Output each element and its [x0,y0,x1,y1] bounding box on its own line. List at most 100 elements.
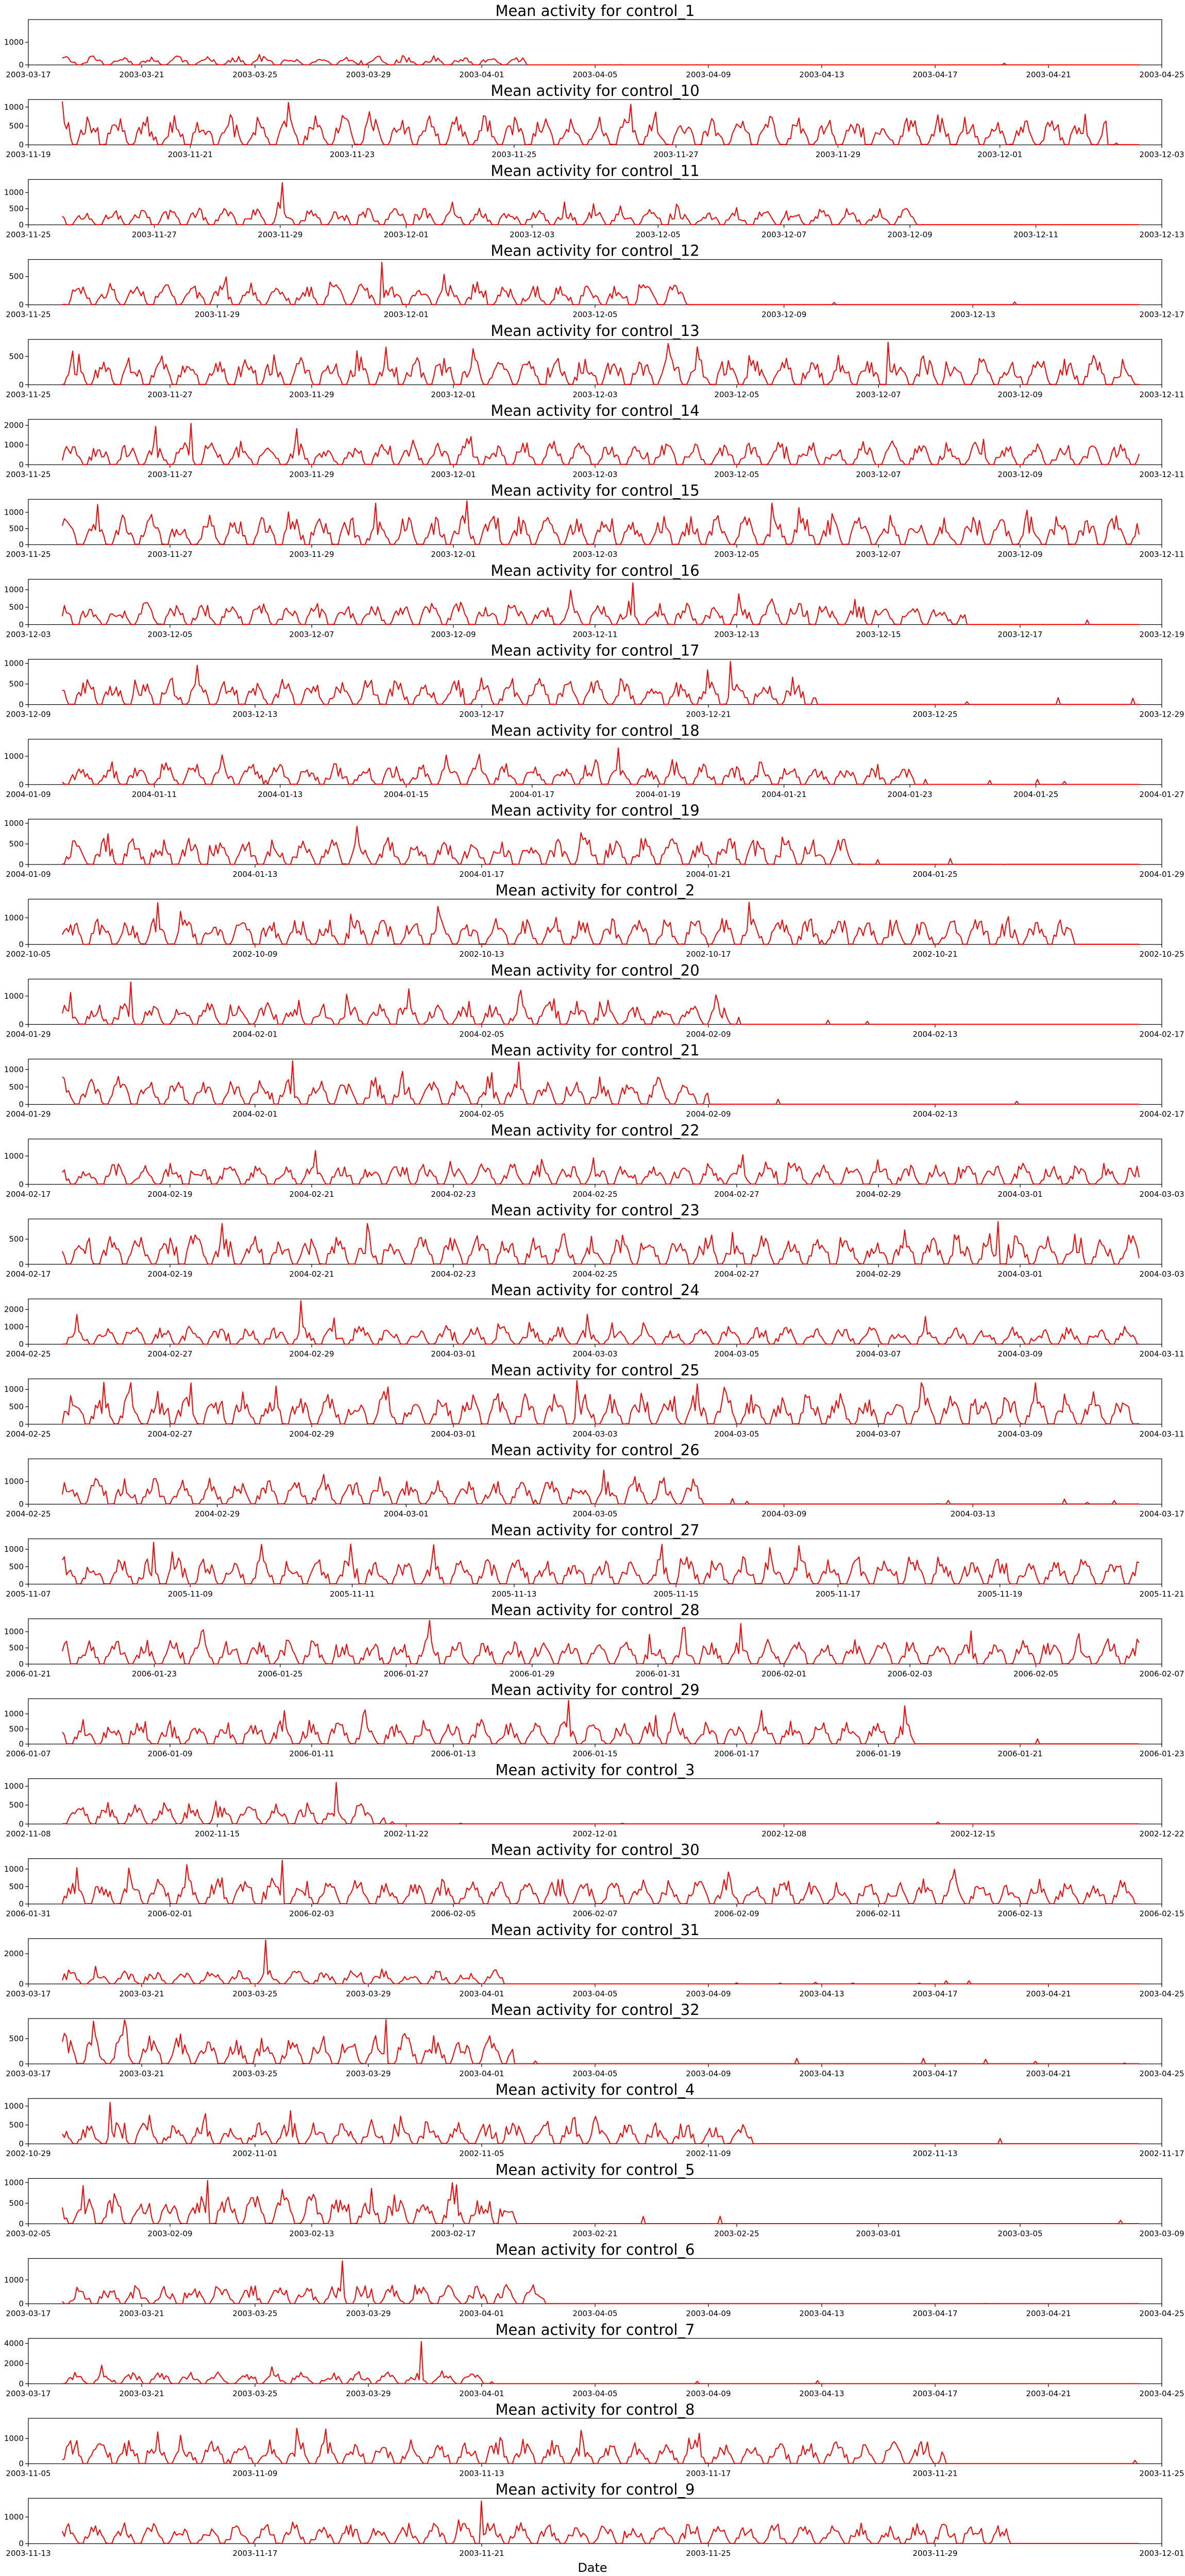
y-tick-label: 1000 [4,103,24,112]
y-tick-label: 1000 [4,1385,24,1394]
x-tick-label: 2003-11-27 [132,230,177,239]
x-tick-label: 2004-01-19 [636,790,681,799]
x-tick-label: 2005-11-19 [977,1589,1022,1599]
x-tick-label: 2003-12-03 [572,390,617,399]
x-tick-label: 2004-02-25 [6,1429,50,1438]
x-tick-label: 2003-11-25 [6,310,50,319]
y-tick-label: 0 [19,380,24,389]
plot-frame [28,1139,1162,1185]
x-tick-label: 2003-03-29 [346,70,391,79]
x-tick-label: 2004-03-09 [997,1429,1042,1438]
x-tick-label: 2003-04-17 [912,70,957,79]
x-tick-label: 2004-02-01 [232,1110,277,1119]
y-tick-label: 0 [19,1260,24,1269]
x-tick-label: 2004-03-17 [1139,1510,1184,1519]
x-tick-label: 2004-02-21 [289,1190,334,1199]
y-tick-label: 0 [19,620,24,629]
x-tick-label: 2003-11-25 [492,150,536,159]
chart-panel: Mean activity for control_23 0 500 2004-02-… [6,1201,1184,1279]
x-tick-label: 2006-01-17 [714,1749,759,1758]
x-tick-label: 2003-12-11 [1139,470,1184,479]
y-tick-label: 500 [9,204,24,213]
x-tick-label: 2006-01-15 [572,1749,617,1758]
y-tick-label: 500 [9,1882,24,1891]
x-tick-label: 2004-03-05 [714,1349,759,1359]
x-tick-label: 2003-03-29 [346,2309,391,2318]
x-tick-label: 2003-11-29 [289,470,334,479]
chart-panel: Mean activity for control_18 0 1000 2004-01… [4,722,1184,799]
plot-frame [28,99,1162,145]
activity-series-line [62,54,1139,65]
chart-title: Mean activity for control_29 [490,1681,699,1699]
x-tick-label: 2003-04-13 [799,2389,844,2398]
x-tick-label: 2004-03-03 [572,1349,617,1359]
y-tick-label: 0 [19,2059,24,2069]
x-tick-label: 2002-11-08 [6,1829,50,1838]
y-tick-label: 0 [19,1100,24,1109]
x-tick-label: 2006-01-21 [997,1749,1042,1758]
chart-panel: Mean activity for control_3 0 500 1000 2002-… [4,1761,1184,1838]
y-tick-label: 500 [9,1562,24,1571]
chart-title: Mean activity for control_20 [490,961,699,979]
y-tick-label: 0 [19,700,24,709]
chart-title: Mean activity for control_13 [490,322,699,340]
x-tick-label: 2003-11-29 [195,310,240,319]
x-tick-label: 2003-04-05 [572,2389,617,2398]
chart-panels: Mean activity for control_1010002003-03-… [4,2,1184,2558]
x-tick-label: 2003-04-13 [799,2309,844,2318]
x-tick-label: 2004-01-25 [1013,790,1058,799]
x-tick-label: 2004-02-17 [6,1269,50,1279]
x-tick-label: 2005-11-07 [6,1589,50,1599]
x-tick-label: 2003-04-13 [799,2069,844,2078]
x-tick-label: 2003-12-17 [459,710,504,719]
x-tick-label: 2004-02-29 [856,1190,901,1199]
y-tick-label: 0 [19,540,24,549]
x-tick-label: 2002-11-09 [686,2149,731,2158]
y-tick-label: 1000 [4,1709,24,1719]
activity-series-line [62,342,1140,385]
y-tick-label: 500 [9,272,24,281]
x-tick-label: 2003-12-25 [912,710,957,719]
x-tick-label: 2003-11-21 [459,2549,504,2558]
plot-frame [28,1778,1162,1824]
x-tick-label: 2003-11-25 [6,470,50,479]
x-tick-label: 2004-01-25 [912,870,957,879]
x-tick-label: 2003-11-25 [6,230,50,239]
y-tick-label: 1000 [4,752,24,761]
activity-series-line [62,825,1139,865]
x-tick-label: 2003-12-07 [856,390,901,399]
chart-title: Mean activity for control_15 [490,482,699,499]
activity-series-line [62,500,1140,545]
activity-series-line [62,747,1139,785]
plot-frame [28,2018,1162,2064]
x-tick-label: 2003-11-27 [147,550,192,559]
x-tick-label: 2003-02-21 [572,2229,617,2238]
x-tick-label: 2003-03-21 [119,2309,164,2318]
x-tick-label: 2003-12-05 [636,230,681,239]
chart-title: Mean activity for control_7 [496,2321,695,2338]
x-tick-label: 2003-11-29 [258,230,302,239]
x-tick-label: 2004-02-27 [714,1190,759,1199]
x-tick-label: 2003-02-25 [714,2229,759,2238]
x-tick-label: 2003-12-09 [997,390,1042,399]
y-tick-label: 0 [19,2299,24,2309]
x-tick-label: 2006-01-25 [258,1669,302,1679]
x-tick-label: 2003-03-17 [6,2389,50,2398]
x-tick-label: 2006-02-07 [572,1909,617,1919]
x-tick-label: 2003-04-09 [686,2309,731,2318]
y-tick-label: 0 [19,220,24,229]
plot-frame [28,1858,1162,1905]
x-tick-label: 2003-12-11 [1139,550,1184,559]
x-tick-label: 2003-12-13 [232,710,277,719]
x-tick-label: 2003-04-21 [1026,2309,1071,2318]
activity-series-line [62,1860,1140,1905]
x-tick-label: 2004-02-17 [6,1190,50,1199]
x-tick-label: 2003-12-09 [431,630,476,639]
x-tick-label: 2004-03-03 [572,1429,617,1438]
activity-series-line [62,981,1139,1025]
x-tick-label: 2004-02-23 [431,1269,476,1279]
y-tick-label: 0 [19,1580,24,1589]
x-tick-label: 2003-12-09 [888,230,933,239]
x-tick-label: 2004-02-19 [147,1190,192,1199]
plot-frame [28,899,1162,945]
